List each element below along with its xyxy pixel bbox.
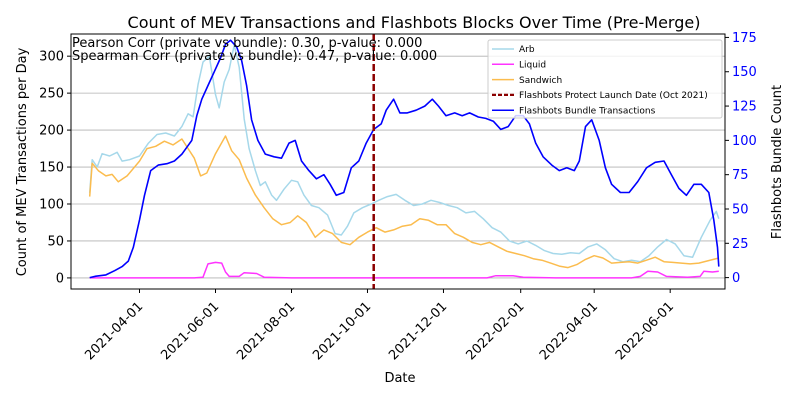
legend-box [487,39,723,119]
y-right-tick-label: 150 [732,65,757,80]
plot-frame [70,33,726,290]
flashbots-bundle-transactions-line [89,39,720,279]
y-axis-left-title: Count of MEV Transactions per Day [15,47,30,276]
sandwich-line [88,135,719,269]
legend: Arb Liquid Sandwich Flashbots Protect Launc… [487,39,723,119]
stats-pearson: Pearson Corr (private vs bundle): 0.30, … [72,36,422,51]
series-layer [88,39,720,279]
y-right-tick-label: 25 [732,237,749,252]
y-right-tick-label: 100 [732,134,757,149]
x-tick-label: 2021-04-01 [82,299,146,363]
y-left-tick-label: 150 [39,161,64,176]
y-left-tick-label: 200 [39,124,64,139]
y-left-tick-label: 250 [39,87,64,102]
x-tick-label: 2021-10-01 [310,299,374,363]
y-left-tick-label: 0 [56,271,64,286]
chart-title: Count of MEV Transactions and Flashbots … [128,13,701,32]
y-right-tick-label: 50 [732,202,749,217]
stats-spearman: Spearman Corr (private vs bundle): 0.47,… [72,49,437,64]
x-tick-label: 2021-06-01 [158,299,222,363]
x-axis-title: Date [384,371,415,386]
liquid-line [89,261,719,279]
legend-liquid-label: Liquid [519,61,546,71]
y-right-tick-label: 75 [732,168,749,183]
x-tick-label: 2022-06-01 [613,299,677,363]
y-left-tick-label: 50 [47,234,64,249]
grid-layer [71,55,725,279]
x-axis: 2021-04-01 2021-06-01 2021-08-01 2021-10-01… [82,289,677,363]
x-tick-label: 2021-12-01 [386,299,450,363]
arb-line [88,44,720,263]
y-left-tick-label: 100 [39,198,64,213]
y-axis-left: 0 50 100 150 200 250 300 [39,50,71,286]
y-axis-right-title: Flashbots Bundle Count [770,85,785,239]
x-tick-label: 2021-08-01 [234,299,298,363]
x-tick-label: 2022-02-01 [463,299,527,363]
y-axis-right: 0 25 50 75 100 125 150 175 [725,31,757,286]
legend-bundle-transactions-label: Flashbots Bundle Transactions [519,106,656,116]
legend-flashbots-protect-label: Flashbots Protect Launch Date (Oct 2021) [519,91,708,101]
x-tick-label: 2022-04-01 [537,299,601,363]
y-right-tick-label: 175 [732,31,757,46]
y-right-tick-label: 0 [732,271,740,286]
legend-arb-label: Arb [519,45,535,55]
legend-sandwich-label: Sandwich [519,76,562,86]
y-right-tick-label: 125 [732,100,757,115]
y-left-tick-label: 300 [39,50,64,65]
